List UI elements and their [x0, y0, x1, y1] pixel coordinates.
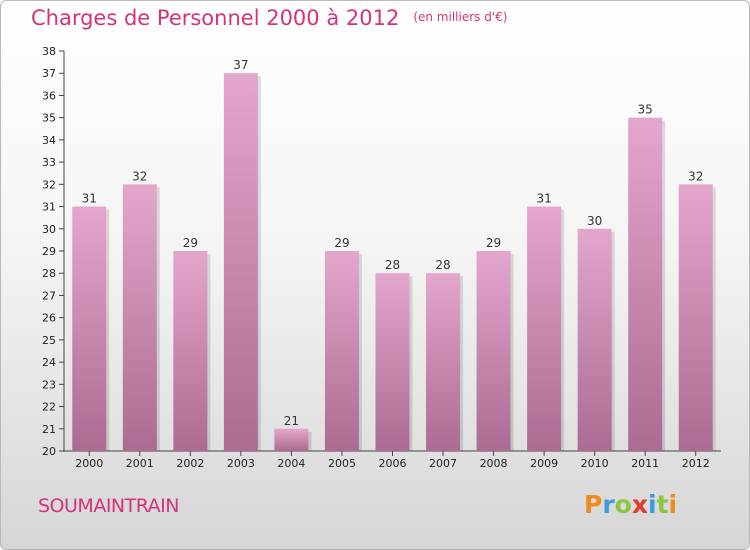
logo-letter: i [668, 490, 678, 519]
y-tick-label: 23 [42, 378, 56, 391]
bar [628, 117, 663, 452]
bar [527, 206, 562, 451]
x-tick-label: 2004 [277, 457, 305, 470]
bar [324, 251, 359, 451]
x-tick-label: 2003 [227, 457, 255, 470]
data-label: 35 [638, 103, 653, 117]
data-label: 28 [435, 258, 450, 272]
y-tick-label: 38 [42, 45, 56, 58]
data-label: 32 [688, 169, 703, 183]
logo-letter: x [631, 490, 648, 519]
axes: 20 21 22 23 24 25 26 27 28 29 30 31 32 33 34 35 36 37 38 20… [42, 45, 721, 470]
bar [426, 273, 461, 451]
x-tick-label: 2000 [75, 457, 103, 470]
y-tick-label: 25 [42, 334, 56, 347]
bar [476, 251, 511, 451]
data-label: 29 [334, 236, 349, 250]
y-tick-label: 35 [42, 112, 56, 125]
logo-letter: o [614, 490, 632, 519]
bar [375, 273, 410, 451]
x-tick-label: 2009 [530, 457, 558, 470]
y-tick-label: 31 [42, 201, 56, 214]
logo-letter: t [656, 490, 669, 519]
y-tick-label: 33 [42, 156, 56, 169]
commune-name: SOUMAINTRAIN [38, 495, 179, 517]
data-labels: 31 32 29 37 21 29 28 28 29 31 30 35 32 [82, 58, 704, 428]
y-tick-label: 37 [42, 67, 56, 80]
logo-letter: P [584, 490, 603, 519]
y-tick-label: 34 [42, 134, 56, 147]
title-line: Charges de Personnel 2000 à 2012 (en mill… [31, 6, 507, 30]
data-label: 28 [385, 258, 400, 272]
x-tick-label: 2005 [328, 457, 356, 470]
data-label: 29 [486, 236, 501, 250]
y-tick-label: 29 [42, 245, 56, 258]
y-tick-label: 30 [42, 223, 56, 236]
y-tick-label: 20 [42, 445, 56, 458]
y-tick-label: 21 [42, 423, 56, 436]
chart-unit: (en milliers d'€) [413, 10, 508, 24]
bar [173, 251, 208, 451]
data-label: 29 [183, 236, 198, 250]
y-tick-label: 24 [42, 356, 56, 369]
bar [122, 184, 157, 452]
bar [577, 228, 612, 451]
bar [223, 73, 258, 451]
x-tick-label: 2001 [126, 457, 154, 470]
x-tick-label: 2006 [379, 457, 407, 470]
chart-title: Charges de Personnel 2000 à 2012 [31, 6, 400, 30]
y-tick-label: 32 [42, 178, 56, 191]
bar [678, 184, 713, 452]
x-tick-label: 2011 [631, 457, 659, 470]
x-tick-label: 2002 [176, 457, 204, 470]
y-tick-label: 28 [42, 267, 56, 280]
logo-letter: r [602, 490, 615, 519]
logo-letter: i [648, 490, 657, 519]
data-label: 30 [587, 214, 602, 228]
bars [72, 73, 716, 452]
y-tick-label: 36 [42, 89, 56, 102]
x-tick-label: 2007 [429, 457, 457, 470]
data-label: 21 [284, 414, 299, 428]
y-tick-label: 26 [42, 312, 56, 325]
data-label: 32 [132, 169, 147, 183]
x-tick-label: 2010 [581, 457, 609, 470]
y-tick-label: 27 [42, 289, 56, 302]
y-tick-label: 22 [42, 401, 56, 414]
bar [72, 206, 107, 451]
data-label: 31 [536, 192, 551, 206]
data-label: 37 [233, 58, 248, 72]
x-tick-label: 2008 [480, 457, 508, 470]
data-label: 31 [82, 192, 97, 206]
bar [274, 428, 309, 451]
proxiti-logo[interactable]: Proxiti [584, 490, 677, 519]
x-tick-label: 2012 [682, 457, 710, 470]
